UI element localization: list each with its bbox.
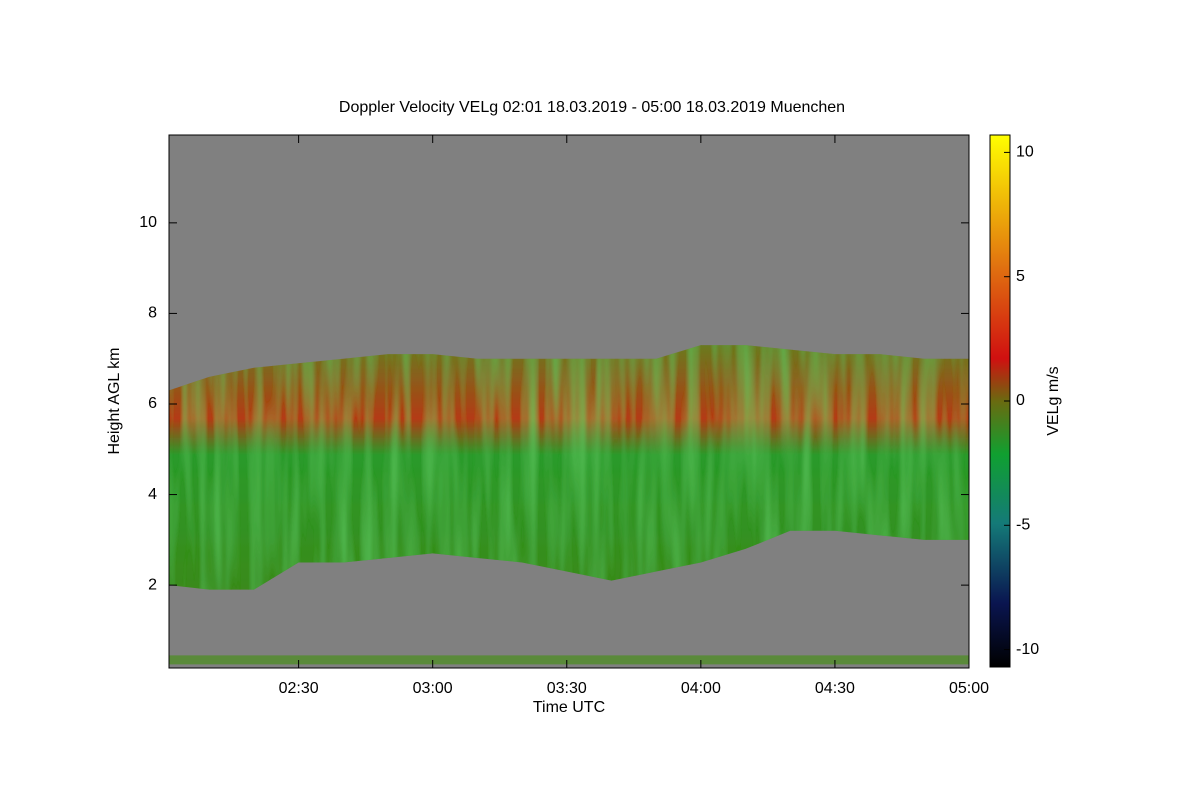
echo-region (169, 655, 969, 665)
colorbar-label: VELg m/s (1045, 366, 1062, 435)
y-tick-label: 10 (139, 214, 157, 231)
x-tick-label: 03:00 (413, 680, 453, 697)
y-tick-label: 8 (148, 305, 157, 322)
plot-frame (168, 134, 970, 669)
chart-title: Doppler Velocity VELg 02:01 18.03.2019 -… (339, 99, 845, 116)
colorbar-tick-label: -5 (1016, 517, 1030, 534)
x-axis-label: Time UTC (533, 699, 605, 716)
y-tick-label: 6 (148, 395, 157, 412)
colorbar-tick-label: -10 (1016, 641, 1039, 658)
colorbar-tick-label: 0 (1016, 392, 1025, 409)
echo-region (169, 345, 969, 590)
x-tick-label: 02:30 (279, 680, 319, 697)
x-tick-label: 04:00 (681, 680, 721, 697)
colorbar-tick-label: 10 (1016, 144, 1034, 161)
colorbar-tick-label: 5 (1016, 268, 1025, 285)
x-tick-label: 03:30 (547, 680, 587, 697)
y-tick-label: 2 (148, 576, 157, 593)
x-tick-label: 04:30 (815, 680, 855, 697)
y-axis-label: Height AGL km (106, 347, 123, 454)
y-tick-label: 4 (148, 486, 157, 503)
x-tick-label: 05:00 (949, 680, 989, 697)
